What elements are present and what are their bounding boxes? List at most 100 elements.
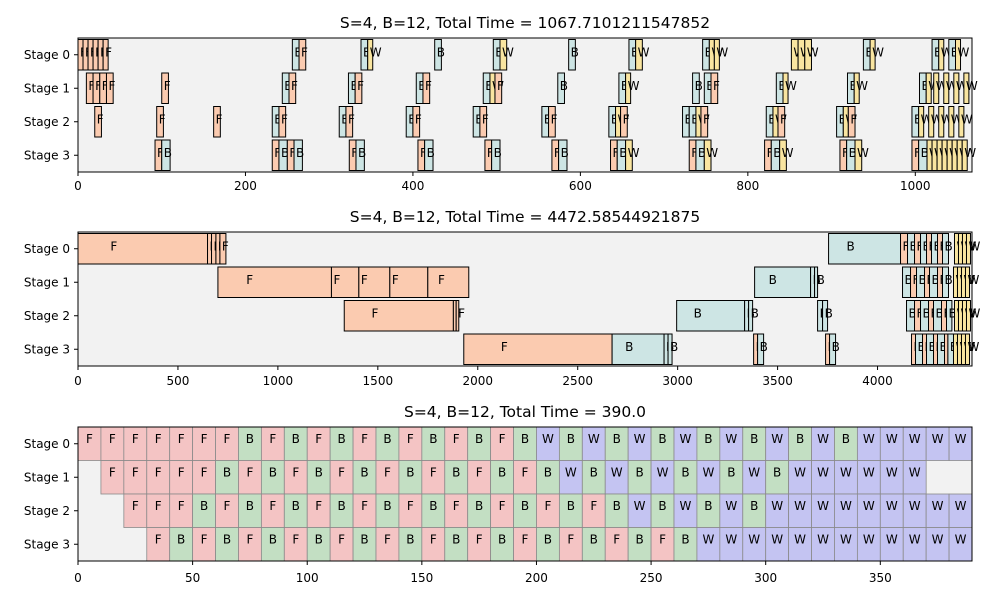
- schedule-block-F: [422, 72, 431, 104]
- cell-label: W: [817, 499, 829, 513]
- block-label: B: [685, 112, 693, 126]
- block-label: B: [611, 112, 619, 126]
- block-label: F: [903, 239, 910, 253]
- schedule-block-W: [965, 233, 971, 265]
- cell-label: F: [224, 432, 231, 446]
- schedule-block-F: [217, 266, 332, 298]
- block-label: B: [849, 146, 857, 160]
- schedule-block-W: [958, 106, 965, 138]
- schedule-block-F: [620, 106, 628, 138]
- block-label: B: [561, 146, 569, 160]
- cell-label: B: [269, 465, 277, 479]
- block-label: W: [638, 45, 650, 59]
- cell-label: B: [635, 532, 643, 546]
- cell-label: F: [338, 532, 345, 546]
- block-label: F: [713, 79, 720, 93]
- cell-label: F: [201, 465, 208, 479]
- schedule-block-B: [434, 39, 442, 71]
- cell-label: B: [246, 499, 254, 513]
- cell-label: W: [657, 465, 669, 479]
- block-label: B: [921, 146, 929, 160]
- cell-label: B: [842, 432, 850, 446]
- block-label: W: [628, 146, 640, 160]
- block-label: F: [97, 112, 104, 126]
- block-label: B: [621, 79, 629, 93]
- block-label: B: [495, 45, 503, 59]
- schedule-block-B: [945, 300, 953, 332]
- schedule-block-W: [948, 106, 955, 138]
- x-tick-label: 600: [569, 179, 592, 193]
- block-label: F: [348, 112, 355, 126]
- schedule-block-W: [804, 39, 812, 71]
- cell-label: W: [725, 499, 737, 513]
- block-label: W: [967, 273, 979, 287]
- block-label: B: [281, 146, 289, 160]
- schedule-block-W: [854, 139, 863, 171]
- y-tick-label: Stage 3: [24, 148, 70, 162]
- x-tick-label: 2500: [562, 374, 593, 388]
- block-label: B: [923, 306, 931, 320]
- block-label: B: [847, 239, 855, 253]
- cell-label: B: [498, 532, 506, 546]
- block-label: B: [751, 306, 759, 320]
- block-label: F: [767, 146, 774, 160]
- block-label: F: [482, 112, 489, 126]
- cell-label: W: [955, 499, 967, 513]
- block-label: B: [773, 146, 781, 160]
- cell-label: F: [522, 532, 529, 546]
- x-tick-label: 350: [869, 571, 892, 585]
- schedule-block-W: [964, 333, 970, 365]
- block-label: F: [554, 146, 561, 160]
- cell-label: F: [384, 465, 391, 479]
- cell-label: F: [407, 499, 414, 513]
- schedule-block-F: [156, 106, 164, 138]
- schedule-block-B: [557, 72, 565, 104]
- cell-label: W: [725, 432, 737, 446]
- schedule-block-F: [213, 106, 221, 138]
- cell-label: B: [315, 465, 323, 479]
- block-label: B: [694, 306, 702, 320]
- cell-label: F: [453, 432, 460, 446]
- cell-label: W: [680, 432, 692, 446]
- schedule-block-F: [354, 72, 363, 104]
- y-tick-label: Stage 1: [24, 470, 70, 484]
- block-label: F: [105, 45, 112, 59]
- block-label: B: [778, 79, 786, 93]
- block-label: B: [494, 146, 502, 160]
- schedule-block-F: [427, 266, 470, 298]
- block-label: B: [951, 45, 959, 59]
- schedule-block-W: [779, 139, 787, 171]
- cell-label: F: [499, 499, 506, 513]
- block-label: F: [102, 79, 109, 93]
- schedule-block-W: [953, 72, 960, 104]
- block-label: F: [159, 112, 166, 126]
- cell-label: F: [224, 499, 231, 513]
- schedule-block-B: [491, 139, 501, 171]
- cell-label: W: [886, 499, 898, 513]
- block-label: B: [921, 79, 929, 93]
- cell-label: W: [909, 532, 921, 546]
- block-label: B: [475, 112, 483, 126]
- block-label: B: [849, 79, 857, 93]
- cell-label: W: [542, 432, 554, 446]
- cell-label: W: [748, 465, 760, 479]
- schedule-block-F: [455, 300, 460, 332]
- schedule-block-B: [748, 300, 754, 332]
- block-label: B: [164, 146, 172, 160]
- block-label: F: [157, 146, 164, 160]
- block-label: W: [807, 45, 819, 59]
- cell-label: W: [565, 465, 577, 479]
- cell-label: W: [909, 432, 921, 446]
- schedule-block-F: [330, 266, 360, 298]
- block-label: B: [865, 45, 873, 59]
- cell-label: B: [383, 499, 391, 513]
- cell-label: B: [658, 432, 666, 446]
- cell-label: B: [773, 465, 781, 479]
- cell-label: B: [796, 432, 804, 446]
- cell-label: B: [544, 532, 552, 546]
- schedule-block-F: [94, 106, 102, 138]
- block-label: B: [284, 79, 292, 93]
- cell-label: B: [475, 432, 483, 446]
- block-label: B: [706, 79, 714, 93]
- cell-label: F: [338, 465, 345, 479]
